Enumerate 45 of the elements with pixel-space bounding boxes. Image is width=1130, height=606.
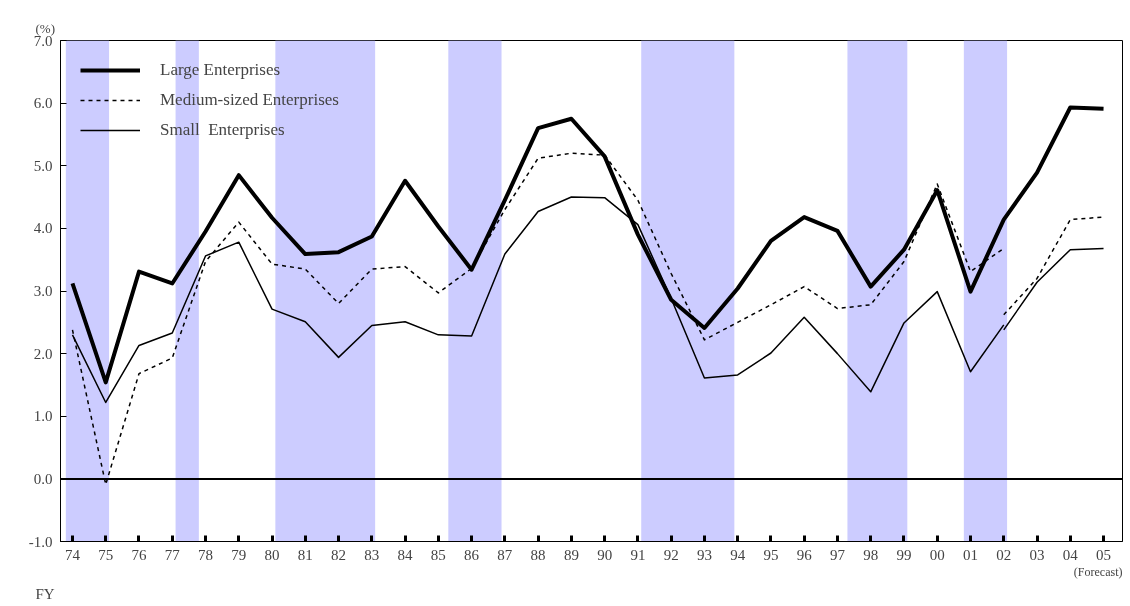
y-tick-label: 0.0 — [33, 470, 53, 487]
x-tick-label: 92 — [663, 546, 679, 563]
x-tick-label: 79 — [231, 546, 247, 563]
x-tick-label: 74 — [64, 546, 81, 563]
x-tick-label: 84 — [397, 546, 414, 563]
x-tick-label: 90 — [597, 546, 613, 563]
x-tick-label: 00 — [929, 546, 945, 563]
x-tick-label: 82 — [331, 546, 347, 563]
y-tick-label: 3.0 — [33, 283, 53, 299]
x-axis-title: FY — [35, 585, 55, 602]
text: (Forecast) — [1073, 564, 1123, 579]
x-tick-label: 02 — [996, 546, 1012, 563]
y-tick-label: 5.0 — [33, 157, 53, 174]
x-tick-label: 78 — [198, 546, 214, 563]
x-tick-label: 91 — [630, 546, 646, 563]
x-tick-label: 75 — [98, 546, 114, 563]
legend-label: Medium-sized Enterprises — [160, 90, 339, 110]
x-tick-label: 86 — [464, 546, 480, 563]
x-tick-label: 98 — [863, 546, 879, 563]
y-tick-label: -1.0 — [28, 533, 53, 550]
legend-label: Small Enterprises — [160, 120, 285, 140]
y-tick-label: 1.0 — [33, 408, 53, 425]
x-tick-label: 05 — [1096, 546, 1112, 563]
x-tick-label: 93 — [696, 546, 712, 563]
x-tick-label: 96 — [796, 546, 813, 563]
x-tick-label: 97 — [829, 546, 846, 563]
x-tick-label: 76 — [131, 546, 147, 563]
x-tick-label: 85 — [430, 546, 446, 563]
x-tick-label: 81 — [297, 546, 313, 563]
x-tick-label: 87 — [497, 546, 513, 563]
x-tick-label: 77 — [164, 546, 181, 563]
x-tick-label: 88 — [530, 546, 546, 563]
legend-label: Large Enterprises — [160, 60, 281, 80]
x-tick-label: 99 — [896, 546, 912, 563]
x-tick-label: 03 — [1029, 546, 1045, 563]
x-tick-label: 01 — [963, 546, 978, 563]
x-tick-label: 83 — [364, 546, 380, 563]
x-tick-label: 04 — [1062, 546, 1079, 563]
x-tick-label: 89 — [563, 546, 579, 563]
x-tick-label: 80 — [264, 546, 280, 563]
x-tick-label: 95 — [763, 546, 779, 563]
x-tick-label: 94 — [730, 546, 746, 563]
y-tick-label: 6.0 — [33, 95, 53, 112]
y-tick-label: 2.0 — [33, 345, 53, 362]
y-tick-label: 4.0 — [33, 220, 53, 237]
